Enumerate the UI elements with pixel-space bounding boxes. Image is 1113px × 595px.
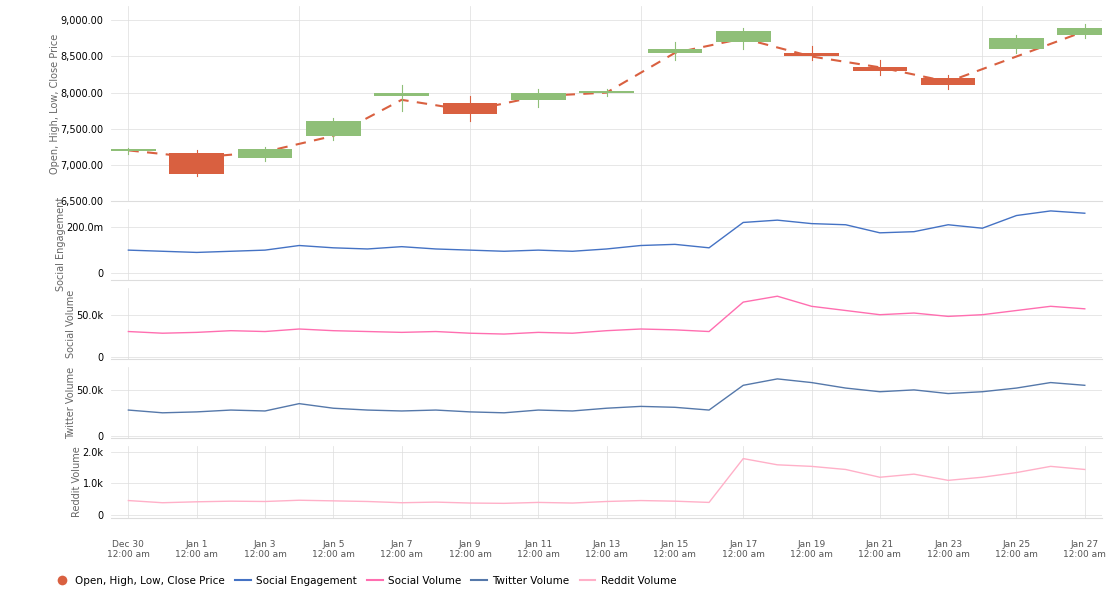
Y-axis label: Social Engagement: Social Engagement: [56, 197, 66, 292]
Text: Jan 23
12:00 am: Jan 23 12:00 am: [927, 540, 969, 559]
Text: Jan 5
12:00 am: Jan 5 12:00 am: [312, 540, 355, 559]
Bar: [785, 53, 839, 57]
Bar: [579, 91, 634, 93]
Text: Jan 27
12:00 am: Jan 27 12:00 am: [1063, 540, 1106, 559]
Y-axis label: Social Volume: Social Volume: [66, 289, 76, 358]
Bar: [920, 78, 975, 85]
Y-axis label: Open, High, Low, Close Price: Open, High, Low, Close Price: [50, 33, 60, 174]
Text: Jan 19
12:00 am: Jan 19 12:00 am: [790, 540, 833, 559]
Y-axis label: Twitter Volume: Twitter Volume: [66, 367, 76, 439]
Bar: [101, 149, 156, 151]
Text: Dec 30
12:00 am: Dec 30 12:00 am: [107, 540, 150, 559]
Bar: [443, 104, 498, 114]
Y-axis label: Reddit Volume: Reddit Volume: [72, 446, 82, 517]
Bar: [716, 31, 770, 42]
Bar: [169, 154, 224, 174]
Bar: [306, 121, 361, 136]
Text: Jan 9
12:00 am: Jan 9 12:00 am: [449, 540, 492, 559]
Text: Jan 3
12:00 am: Jan 3 12:00 am: [244, 540, 286, 559]
Text: Jan 11
12:00 am: Jan 11 12:00 am: [516, 540, 560, 559]
Bar: [648, 49, 702, 53]
Bar: [989, 39, 1044, 49]
Bar: [238, 149, 293, 158]
Legend: Open, High, Low, Close Price, Social Engagement, Social Volume, Twitter Volume, : Open, High, Low, Close Price, Social Eng…: [50, 571, 680, 590]
Bar: [374, 93, 429, 96]
Text: Jan 13
12:00 am: Jan 13 12:00 am: [585, 540, 628, 559]
Text: Jan 25
12:00 am: Jan 25 12:00 am: [995, 540, 1038, 559]
Text: Jan 1
12:00 am: Jan 1 12:00 am: [175, 540, 218, 559]
Text: Jan 21
12:00 am: Jan 21 12:00 am: [858, 540, 902, 559]
Bar: [511, 93, 565, 100]
Text: Jan 15
12:00 am: Jan 15 12:00 am: [653, 540, 697, 559]
Text: Jan 7
12:00 am: Jan 7 12:00 am: [381, 540, 423, 559]
Text: Jan 17
12:00 am: Jan 17 12:00 am: [721, 540, 765, 559]
Bar: [1057, 27, 1112, 35]
Bar: [853, 67, 907, 71]
